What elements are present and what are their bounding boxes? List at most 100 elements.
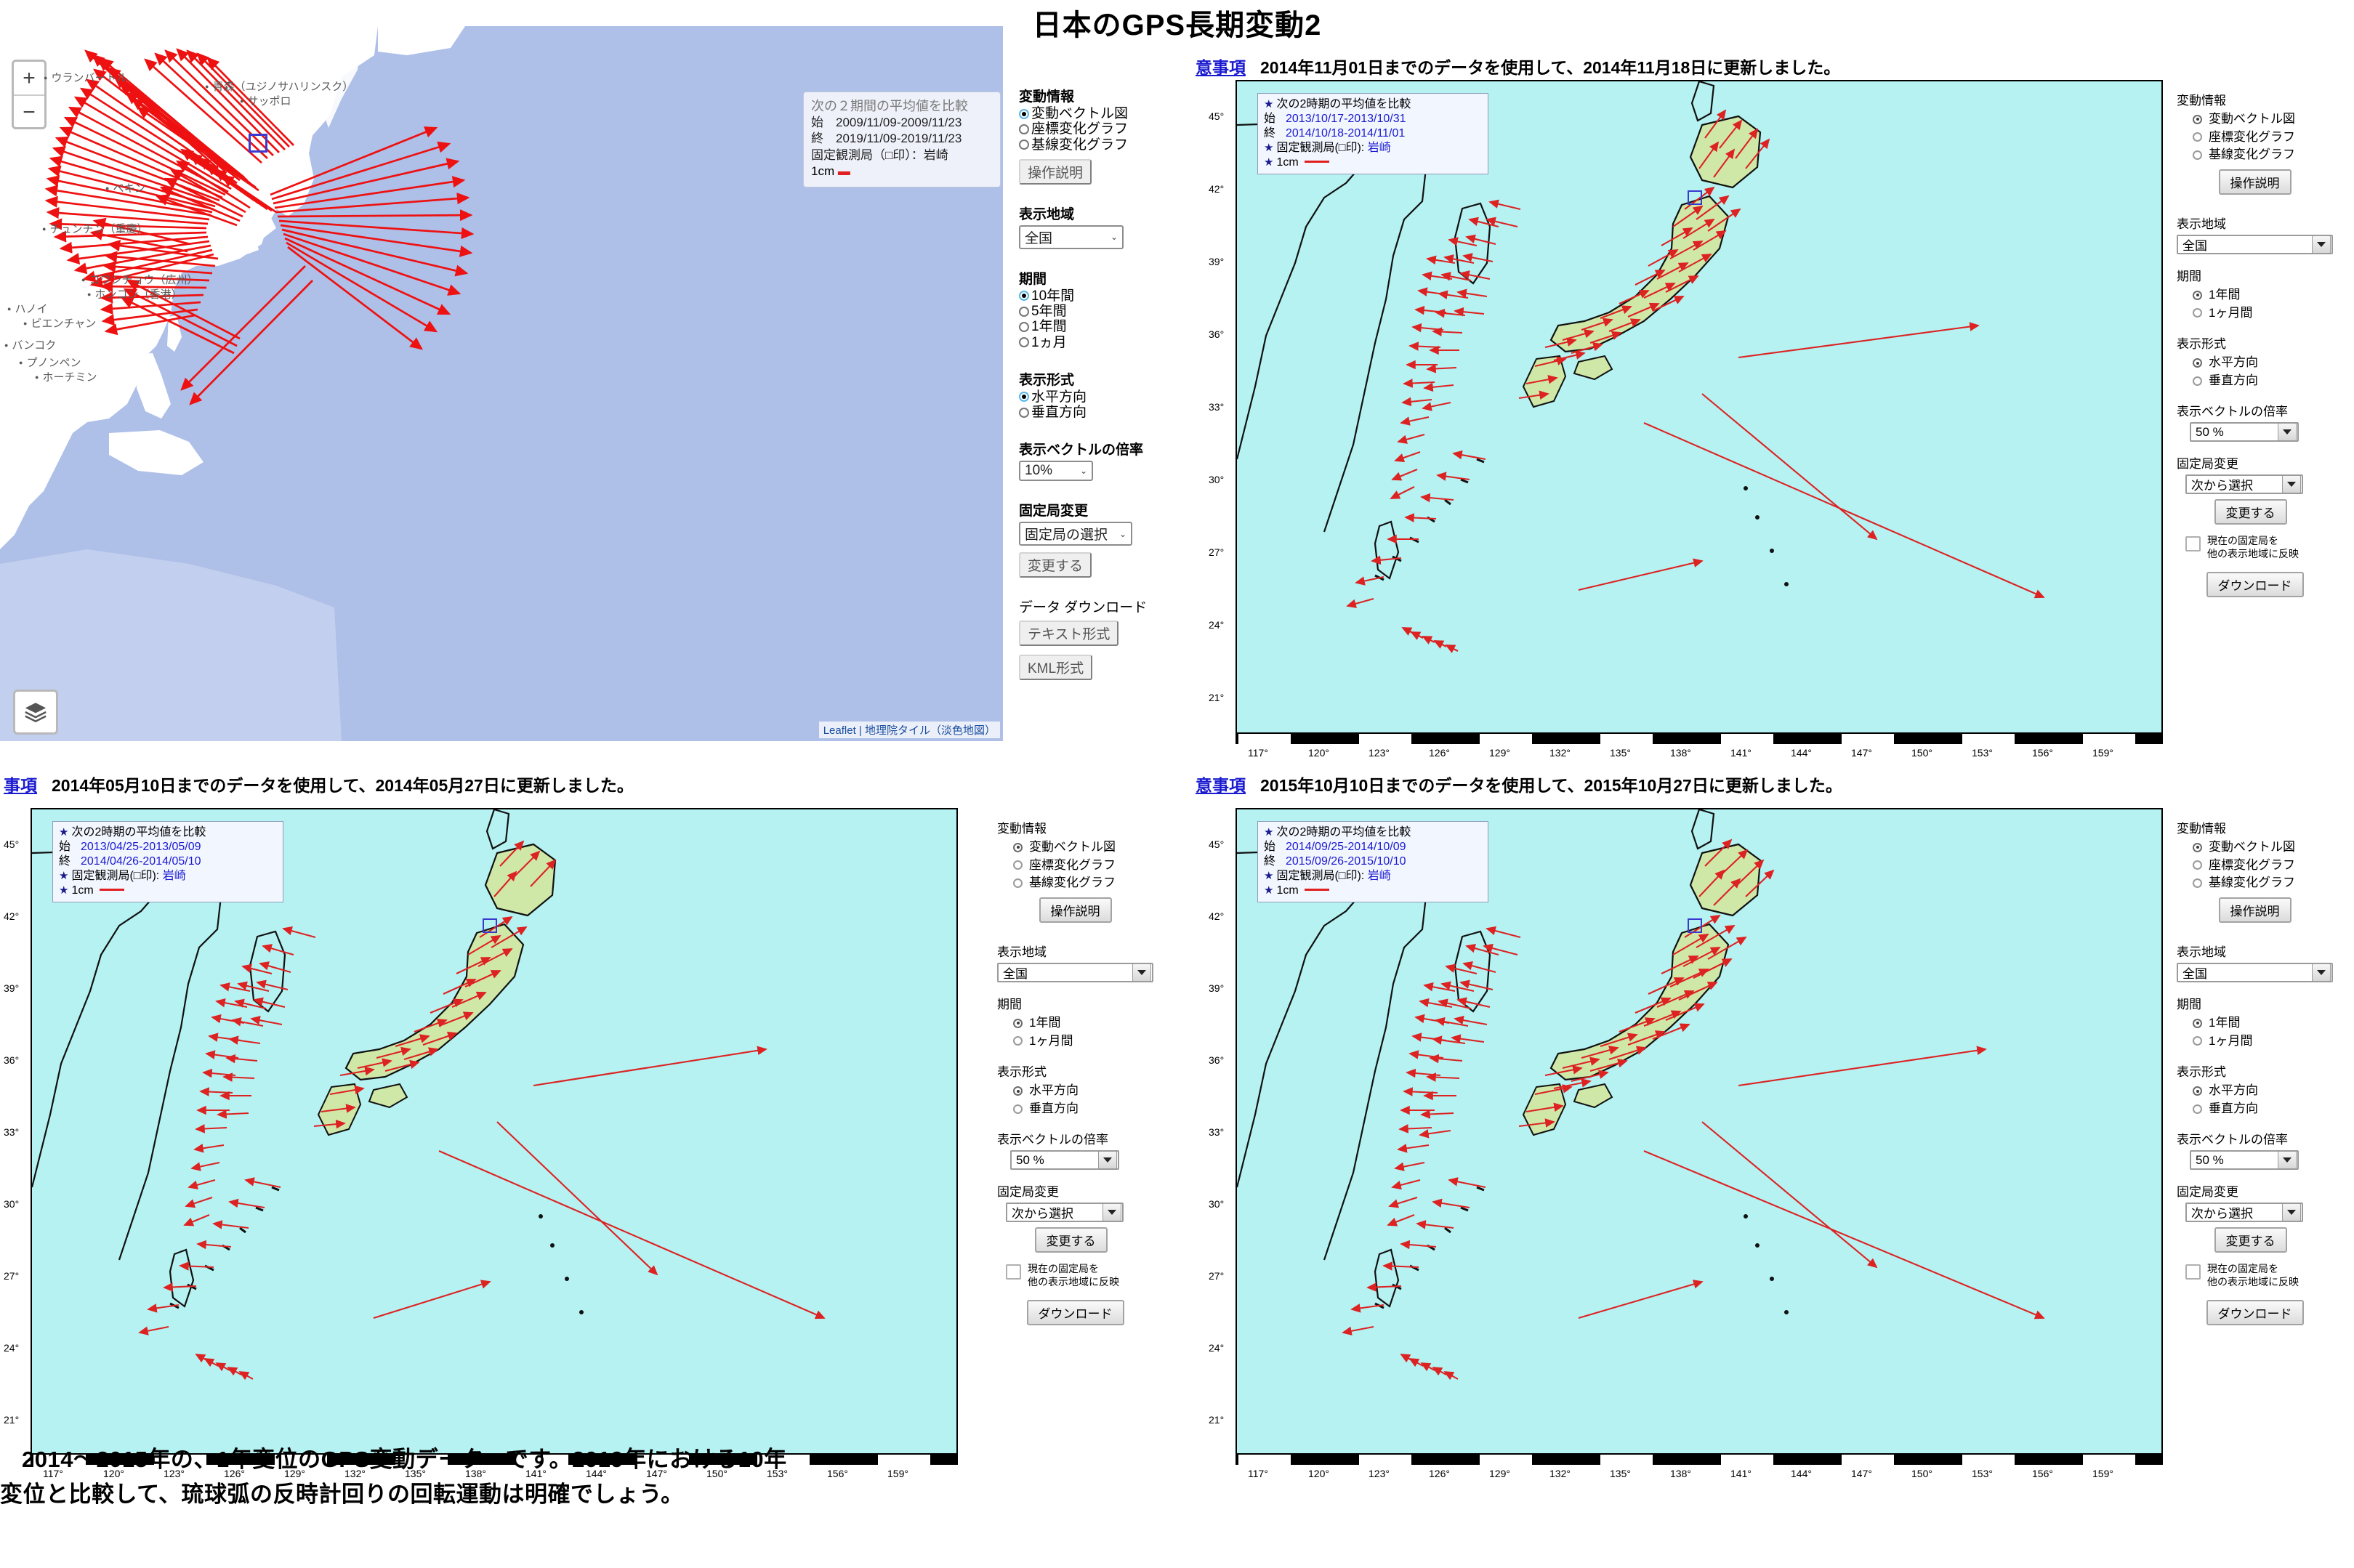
radio-display-vertical[interactable]: 垂直方向	[2193, 372, 2333, 390]
radio-icon[interactable]	[1013, 1036, 1023, 1046]
radio-icon[interactable]	[1019, 306, 1029, 317]
download-button[interactable]: ダウンロード	[1026, 1300, 1124, 1326]
reflect-checkbox-row[interactable]: 現在の固定局を 他の表示地域に反映	[2185, 1263, 2333, 1288]
radio-info-coord[interactable]: 座標変化グラフ	[2193, 857, 2333, 875]
reflect-checkbox[interactable]	[2185, 1264, 2201, 1280]
radio-icon[interactable]	[1013, 878, 1023, 889]
panelB-notice-link[interactable]: 意事項	[1196, 58, 1246, 77]
radio-icon[interactable]	[1013, 1104, 1023, 1114]
panelB-map[interactable]: ★ 次の2時期の平均値を比較 始 2013/10/17-2013/10/31 終 20…	[1236, 80, 2163, 734]
radio-icon[interactable]	[2193, 1036, 2202, 1046]
zoom-in-button[interactable]: +	[14, 62, 44, 96]
radio-icon[interactable]	[1019, 140, 1029, 150]
chevron-down-icon[interactable]	[2282, 475, 2301, 494]
radio-icon-on[interactable]	[1019, 108, 1029, 119]
radio-info-vector[interactable]: 変動ベクトル図	[1019, 106, 1157, 121]
radio-icon-on[interactable]	[1013, 1018, 1023, 1028]
download-kml-button[interactable]: KML形式	[1019, 655, 1093, 681]
radio-display-horizontal[interactable]: 水平方向	[1019, 389, 1157, 405]
change-button[interactable]: 変更する	[2214, 1227, 2287, 1253]
leaflet-map-container[interactable]: + − ウランバートル ペキン チュンチン（重慶） ハノイ ビエンチャン バンコ…	[0, 26, 1003, 741]
radio-icon[interactable]	[2193, 376, 2202, 386]
radio-icon-on[interactable]	[2193, 358, 2202, 368]
radio-period-1y[interactable]: 1年間	[1013, 1014, 1153, 1032]
help-button[interactable]: 操作説明	[2218, 169, 2291, 195]
radio-icon[interactable]	[1019, 407, 1029, 418]
radio-info-baseline[interactable]: 基線変化グラフ	[1013, 874, 1153, 892]
fixed-station-select[interactable]: 次から選択	[2185, 1203, 2303, 1223]
reflect-checkbox-row[interactable]: 現在の固定局を 他の表示地域に反映	[2185, 535, 2333, 560]
radio-icon[interactable]	[1019, 321, 1029, 332]
radio-info-vector[interactable]: 変動ベクトル図	[1013, 838, 1153, 857]
radio-icon[interactable]	[2193, 132, 2202, 142]
panelD-notice-link[interactable]: 意事項	[1196, 776, 1246, 795]
radio-period-1y[interactable]: 1年間	[1019, 319, 1157, 334]
panelC-notice-link[interactable]: 事項	[4, 776, 37, 795]
radio-icon[interactable]	[1013, 860, 1023, 870]
radio-icon-on[interactable]	[1019, 392, 1029, 403]
radio-icon-on[interactable]	[2193, 1018, 2202, 1028]
region-select[interactable]: 全国	[2177, 234, 2333, 254]
radio-info-vector[interactable]: 変動ベクトル図	[2193, 838, 2333, 857]
radio-icon[interactable]	[2193, 878, 2202, 889]
radio-info-coord[interactable]: 座標変化グラフ	[1019, 121, 1157, 137]
change-button[interactable]: 変更する	[1034, 1227, 1108, 1253]
radio-info-coord[interactable]: 座標変化グラフ	[2193, 129, 2333, 147]
chevron-down-icon[interactable]	[2312, 963, 2331, 982]
chevron-down-icon[interactable]	[1132, 963, 1151, 982]
radio-icon[interactable]	[2193, 150, 2202, 161]
chevron-down-icon[interactable]	[1098, 1151, 1117, 1170]
radio-display-horizontal[interactable]: 水平方向	[2193, 1082, 2333, 1100]
radio-period-1y[interactable]: 1年間	[2193, 286, 2333, 304]
fixed-station-select[interactable]: 次から選択	[1006, 1203, 1124, 1223]
chevron-down-icon[interactable]	[2278, 1151, 2297, 1170]
radio-icon-on[interactable]	[1019, 291, 1029, 302]
radio-period-10y[interactable]: 10年間	[1019, 288, 1157, 304]
radio-display-vertical[interactable]: 垂直方向	[1013, 1100, 1153, 1118]
change-button[interactable]: 変更する	[1019, 552, 1092, 578]
chevron-down-icon[interactable]	[1103, 1203, 1121, 1222]
panelC-map[interactable]: ★ 次の2時期の平均値を比較 始 2013/04/25-2013/05/09 終 20…	[31, 808, 958, 1455]
radio-period-1m[interactable]: 1ヶ月間	[2193, 304, 2333, 323]
scale-select[interactable]: 50 %	[2190, 422, 2299, 442]
radio-info-baseline[interactable]: 基線変化グラフ	[1019, 137, 1157, 153]
radio-period-1m[interactable]: 1ヶ月間	[2193, 1032, 2333, 1051]
radio-icon[interactable]	[2193, 1104, 2202, 1114]
radio-info-coord[interactable]: 座標変化グラフ	[1013, 857, 1153, 875]
radio-period-5y[interactable]: 5年間	[1019, 304, 1157, 319]
zoom-control[interactable]: + −	[12, 60, 47, 129]
radio-display-horizontal[interactable]: 水平方向	[1013, 1082, 1153, 1100]
radio-icon-on[interactable]	[2193, 842, 2202, 852]
radio-display-horizontal[interactable]: 水平方向	[2193, 354, 2333, 372]
map-attribution[interactable]: Leaflet | 地理院タイル（淡色地図）	[818, 722, 1000, 738]
help-button[interactable]: 操作説明	[1039, 897, 1112, 923]
radio-icon-on[interactable]	[2193, 290, 2202, 300]
change-button[interactable]: 変更する	[2214, 499, 2287, 525]
radio-icon[interactable]	[1019, 124, 1029, 134]
reflect-checkbox[interactable]	[1006, 1264, 1021, 1280]
radio-period-1y[interactable]: 1年間	[2193, 1014, 2333, 1032]
region-select[interactable]: 全国 ⌄	[1019, 225, 1124, 249]
radio-icon-on[interactable]	[1013, 1086, 1023, 1096]
radio-icon-on[interactable]	[2193, 114, 2202, 124]
reflect-checkbox-row[interactable]: 現在の固定局を 他の表示地域に反映	[1006, 1263, 1153, 1288]
help-button[interactable]: 操作説明	[2218, 897, 2291, 923]
scale-select[interactable]: 10% ⌄	[1019, 461, 1093, 482]
chevron-down-icon[interactable]	[2312, 235, 2331, 254]
reflect-checkbox[interactable]	[2185, 536, 2201, 552]
download-button[interactable]: ダウンロード	[2206, 1300, 2304, 1326]
zoom-out-button[interactable]: −	[23, 100, 36, 124]
fixed-station-select[interactable]: 固定局の選択 ⌄	[1019, 522, 1132, 546]
fixed-station-select[interactable]: 次から選択	[2185, 474, 2303, 495]
download-text-button[interactable]: テキスト形式	[1019, 621, 1119, 647]
radio-period-1m[interactable]: 1ヶ月間	[1013, 1032, 1153, 1051]
radio-display-vertical[interactable]: 垂直方向	[1019, 405, 1157, 420]
radio-icon[interactable]	[1019, 337, 1029, 348]
radio-icon-on[interactable]	[1013, 842, 1023, 852]
scale-select[interactable]: 50 %	[2190, 1150, 2299, 1171]
chevron-down-icon[interactable]	[2278, 423, 2297, 442]
radio-info-baseline[interactable]: 基線変化グラフ	[2193, 874, 2333, 892]
radio-icon[interactable]	[2193, 308, 2202, 318]
radio-info-vector[interactable]: 変動ベクトル図	[2193, 110, 2333, 129]
chevron-down-icon[interactable]	[2282, 1203, 2301, 1222]
